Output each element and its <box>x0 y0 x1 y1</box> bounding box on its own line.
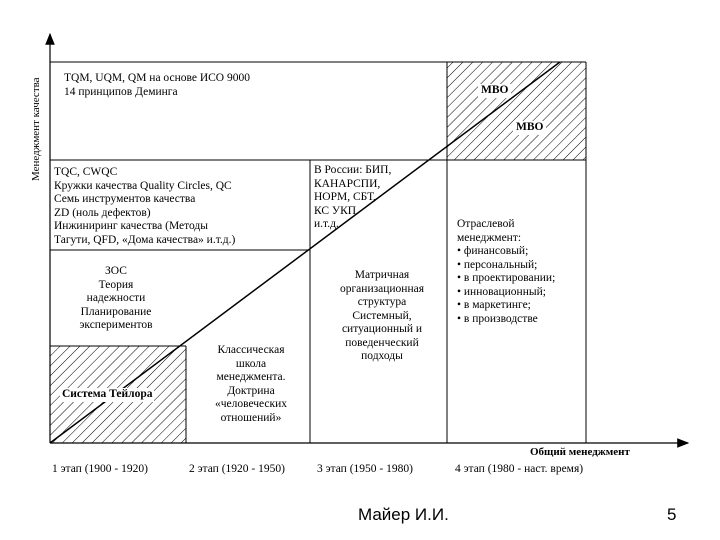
list-item: • инновационный; <box>457 285 546 298</box>
list-item-text: персональный; <box>463 258 538 271</box>
cell-zos: ЗОС Теория надежности Планирование экспе… <box>56 265 176 333</box>
cell-tqm: TQM, UQM, QM на основе ИСО 9000 14 принц… <box>64 72 250 99</box>
mbo-hatched-region <box>447 62 586 160</box>
cell-branch-management: Отраслевой менеджмент: • финансовый; • п… <box>457 218 555 326</box>
cell-text-line: «человеческих <box>214 398 288 410</box>
list-item-text: финансовый; <box>463 245 529 257</box>
list-item: • в маркетинге; <box>457 299 531 311</box>
list-item: • в производстве <box>457 312 538 325</box>
cell-text-line: Тагути, QFD, «Дома качества» и.т.д.) <box>54 233 236 246</box>
cell-text-line: НОРМ, СБТ, <box>314 191 376 203</box>
cell-text-line: Планирование <box>80 305 152 318</box>
cell-text-line: 14 принципов Деминга <box>64 85 178 98</box>
cell-text-line: КС УКП <box>314 204 357 217</box>
cell-text-line: КАНАРСПИ, <box>314 177 381 190</box>
cell-text-line: менеджмента. <box>216 371 286 383</box>
cell-text-line: Классическая <box>217 344 285 356</box>
mbo-label-top: MBO <box>478 84 512 98</box>
list-item-text: в маркетинге; <box>463 299 531 311</box>
cell-text-line: Матричная <box>354 269 410 281</box>
cell-text-line: и.т.д. <box>314 218 339 230</box>
list-item-text: инновационный; <box>463 285 546 298</box>
stage-label-1: 1 этап (1900 - 1920) <box>52 463 148 475</box>
grid-lines <box>50 61 587 443</box>
cell-text-line: подходы <box>361 350 403 362</box>
cell-text-line: TQC, CWQC <box>54 166 118 178</box>
x-axis-label: Общий менеджмент <box>530 446 630 458</box>
cell-text-line: В России: БИП, <box>314 164 392 176</box>
cell-text-line: школа <box>235 357 267 370</box>
list-item: • в проектировании; <box>457 272 556 284</box>
y-axis-label: Менеджмент качества <box>30 77 42 181</box>
cell-text-line: Семь инструментов качества <box>54 193 196 205</box>
stage-label-4: 4 этап (1980 - наст. время) <box>455 463 584 475</box>
cell-text-line: структура <box>357 296 407 308</box>
footer-author: Майер И.И. <box>358 505 449 524</box>
cell-text-line: надежности <box>86 292 146 304</box>
page-number: 5 <box>667 505 677 524</box>
diagonal-trend-line <box>49 61 561 444</box>
stage-label-2: 2 этап (1920 - 1950) <box>189 463 285 475</box>
cell-text-line: Теория <box>98 278 134 291</box>
cell-text-line: ЗОС <box>105 265 127 277</box>
stage-label-3: 3 этап (1950 - 1980) <box>317 463 413 475</box>
taylor-label: Система Тейлора <box>60 388 155 402</box>
cell-text-line: поведенческий <box>345 336 419 349</box>
cell-matrix: Матричная организационная структура Сист… <box>322 269 442 364</box>
cell-text-line: ZD (ноль дефектов) <box>54 206 151 219</box>
cell-classic-school: Классическая школа менеджмента. Доктрина… <box>196 344 306 425</box>
cell-text-line: экспериментов <box>79 319 153 331</box>
list-item: • персональный; <box>457 258 538 271</box>
cell-text-line: Кружки качества Quality Circles, QC <box>54 179 232 192</box>
cell-text-line: Инжиниринг качества (Методы <box>54 220 209 232</box>
cell-text-line: ситуационный и <box>341 323 423 335</box>
cell-text-line: Системный, <box>352 309 412 322</box>
cell-text-line: Доктрина <box>227 384 275 397</box>
cell-text-line: организационная <box>339 282 425 295</box>
cell-russia: В России: БИП, КАНАРСПИ, НОРМ, СБТ, КС У… <box>314 164 391 232</box>
mbo-label-bottom: MBO <box>513 121 547 135</box>
list-item: • финансовый; <box>457 245 529 257</box>
cell-text-line: Отраслевой <box>457 218 515 230</box>
cell-tqc: TQC, CWQC Кружки качества Quality Circle… <box>54 166 235 247</box>
cell-text-line: TQM, UQM, QM на основе ИСО 9000 <box>64 72 250 84</box>
list-item-text: в проектировании; <box>463 272 556 284</box>
cell-text-line: менеджмент: <box>457 231 522 244</box>
list-item-text: в производстве <box>463 312 538 325</box>
cell-text-line: отношений» <box>220 411 282 424</box>
